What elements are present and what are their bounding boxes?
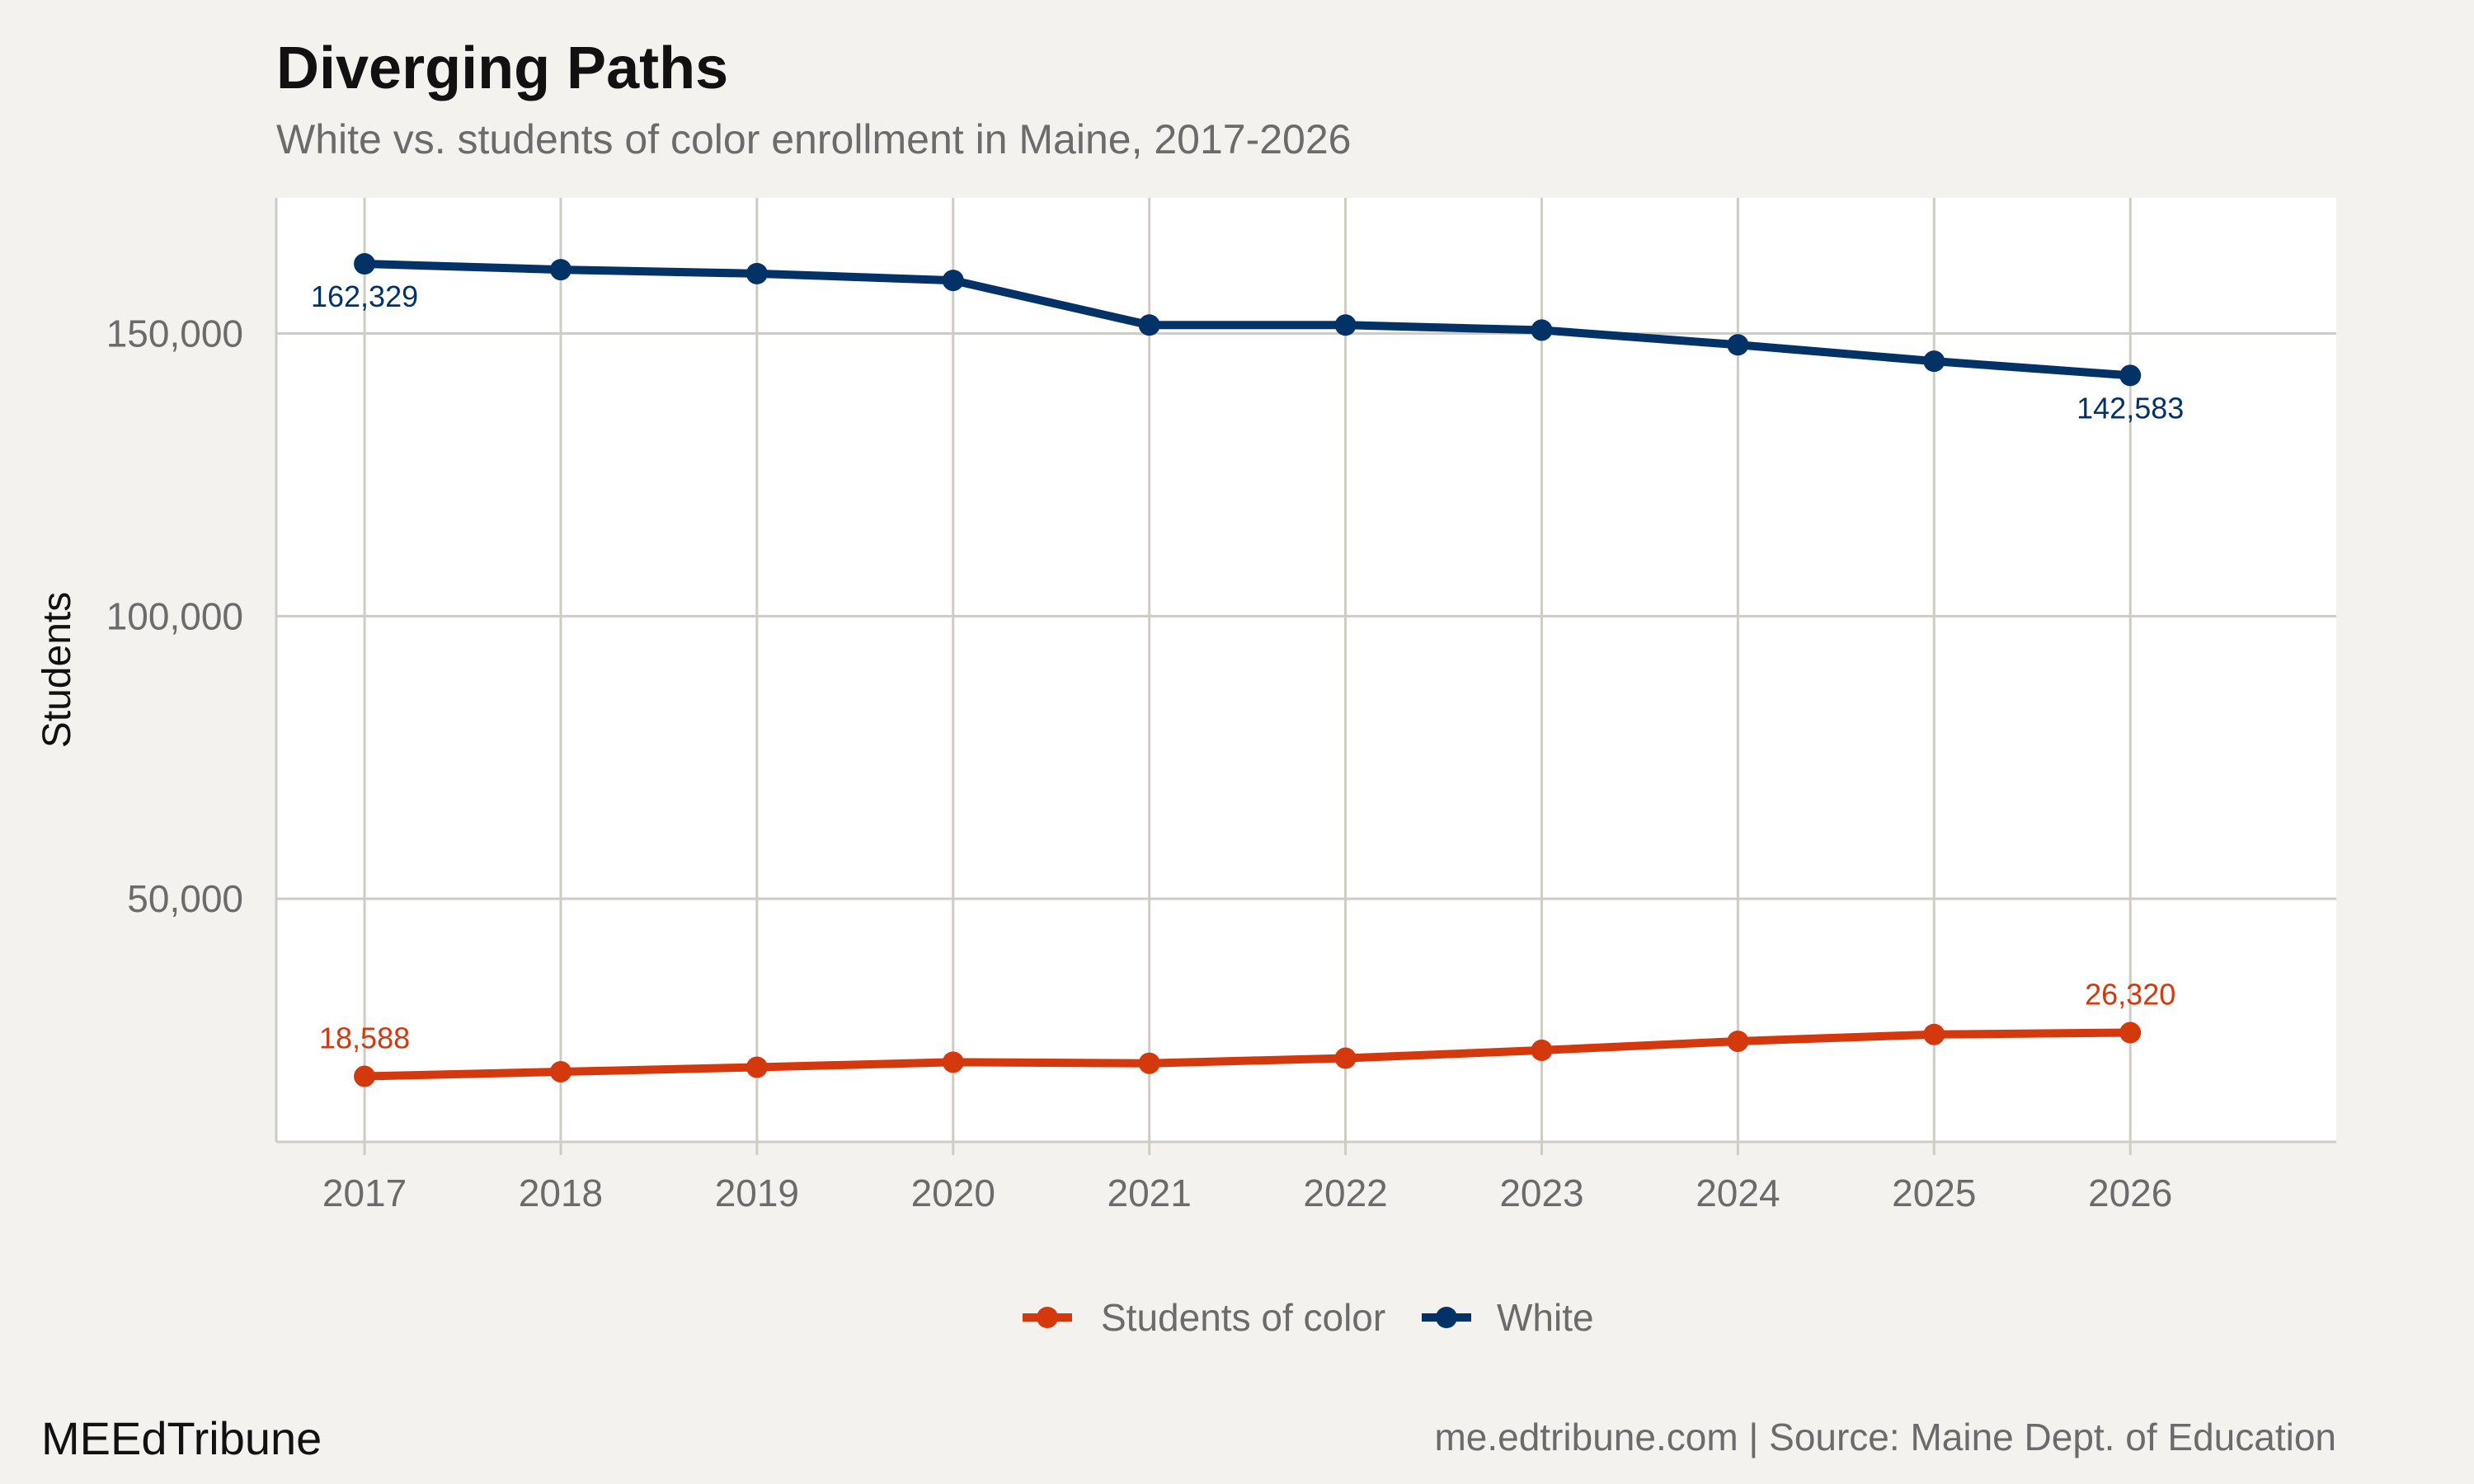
data-point <box>1923 350 1945 373</box>
data-point <box>1727 334 1749 356</box>
brand-name: MEEdTribune <box>41 1412 322 1464</box>
data-point <box>745 1056 768 1078</box>
data-point <box>1334 314 1357 336</box>
y-tick-label: 100,000 <box>106 594 243 637</box>
data-point <box>1138 314 1160 336</box>
data-point <box>745 262 768 284</box>
x-tick-label: 2022 <box>1303 1172 1387 1214</box>
data-label: 142,583 <box>2077 391 2184 425</box>
data-point <box>549 1060 571 1082</box>
chart-subtitle: White vs. students of color enrollment i… <box>276 116 1352 162</box>
data-point <box>1334 1047 1357 1069</box>
x-tick-label: 2025 <box>1892 1172 1976 1214</box>
x-tick-label: 2024 <box>1696 1172 1780 1214</box>
legend-key-point <box>1037 1307 1058 1328</box>
source-note: me.edtribune.com | Source: Maine Dept. o… <box>1434 1416 2336 1458</box>
x-tick-label: 2020 <box>911 1172 995 1214</box>
y-tick-label: 150,000 <box>106 312 243 355</box>
data-point <box>1531 1039 1553 1061</box>
data-point <box>1138 1052 1160 1074</box>
chart-title: Diverging Paths <box>276 35 729 101</box>
legend-label: Students of color <box>1101 1296 1385 1339</box>
y-axis-title: Students <box>35 592 79 748</box>
data-point <box>2119 1021 2142 1044</box>
data-point <box>942 270 964 292</box>
x-tick-label: 2026 <box>2088 1172 2172 1214</box>
data-point <box>1923 1023 1945 1045</box>
y-tick-label: 50,000 <box>127 877 243 920</box>
data-point <box>942 1051 964 1073</box>
x-tick-label: 2017 <box>322 1172 407 1214</box>
data-label: 18,588 <box>319 1021 410 1055</box>
data-point <box>1727 1030 1749 1052</box>
series-line-white <box>360 260 2135 380</box>
data-label: 26,320 <box>2085 978 2175 1012</box>
data-point <box>354 253 376 275</box>
data-point <box>1531 319 1553 341</box>
series-line-students-of-color <box>360 1028 2135 1081</box>
plot-panel <box>276 198 2336 1142</box>
data-point <box>549 259 571 281</box>
legend-label: White <box>1497 1296 1594 1339</box>
x-tick-label: 2021 <box>1108 1172 1192 1214</box>
x-tick-label: 2018 <box>519 1172 603 1214</box>
data-point <box>2119 364 2142 387</box>
x-tick-label: 2023 <box>1499 1172 1583 1214</box>
x-tick-label: 2019 <box>715 1172 799 1214</box>
legend-key-point <box>1436 1307 1457 1328</box>
data-point <box>354 1065 376 1087</box>
data-label: 162,329 <box>311 279 418 313</box>
